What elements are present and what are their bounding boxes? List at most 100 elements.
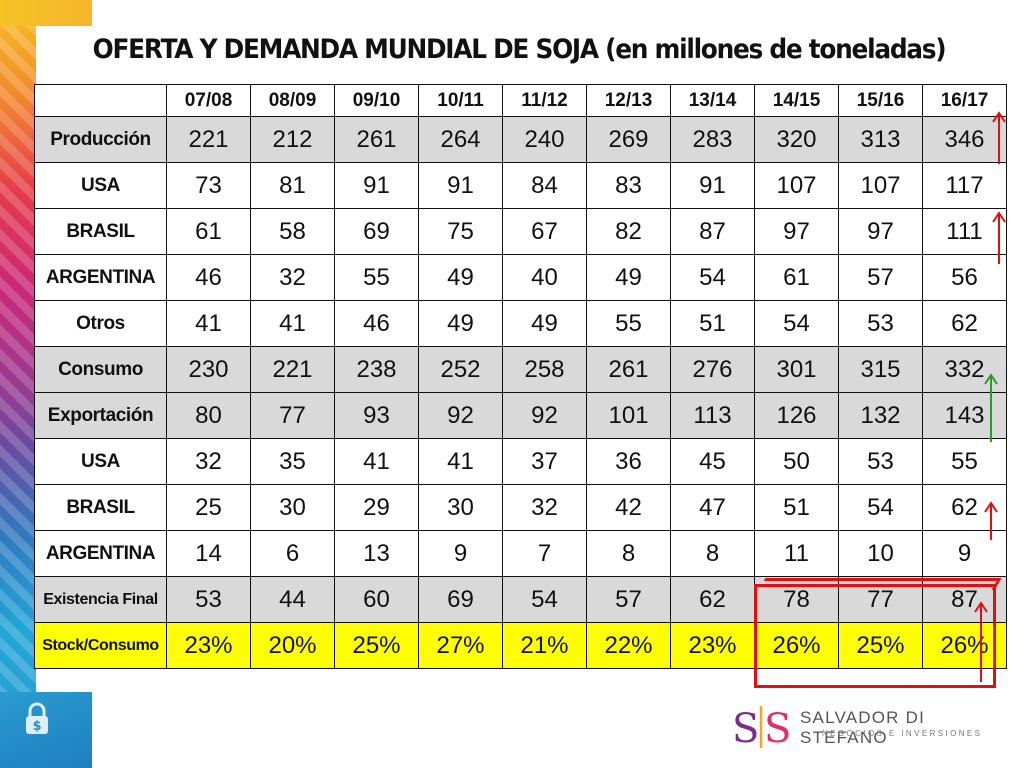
header-cell: 11/12 [502,84,587,117]
row-label: BRASIL [34,484,167,531]
table-row: Exportación 80 77 93 92 92 101 113 126 132 143 [34,392,1007,439]
table-cell: 315 [838,346,923,393]
table-row: Stock/Consumo 23% 20% 25% 27% 21% 22% 23% 26% 25%… [34,622,1007,669]
svg-text:S: S [764,706,791,752]
table-cell: 8 [586,530,671,577]
table-cell: 264 [418,116,503,163]
table-cell: 37 [502,438,587,485]
highlight-box [754,584,996,688]
table-row: Otros 41 41 46 49 49 55 51 54 53 62 [34,300,1007,347]
lock-dollar-icon: $ [26,702,48,734]
table-cell: 252 [418,346,503,393]
table-cell: 313 [838,116,923,163]
table-cell: 41 [418,438,503,485]
table-row: USA 73 81 91 91 84 83 91 107 107 117 [34,162,1007,209]
table-cell: 22% [586,622,671,669]
decorative-top-corner [0,0,92,26]
table-row: Consumo 230 221 238 252 258 261 276 301 315 332 [34,346,1007,393]
svg-text:$: $ [32,719,41,734]
up-arrow-icon [974,601,988,682]
table-cell: 54 [502,576,587,623]
table-cell: 30 [418,484,503,531]
header-cell: 08/09 [250,84,335,117]
header-cell: 09/10 [334,84,419,117]
table-cell: 36 [586,438,671,485]
table-cell: 49 [418,300,503,347]
table-cell: 126 [754,392,839,439]
table-cell: 69 [418,576,503,623]
table-cell: 212 [250,116,335,163]
table-cell: 14 [166,530,251,577]
row-label: USA [34,162,167,209]
table-cell: 61 [754,254,839,301]
table-cell: 221 [250,346,335,393]
table-cell: 83 [586,162,671,209]
header-cell: 12/13 [586,84,671,117]
up-arrow-icon [984,501,998,540]
table-cell: 57 [838,254,923,301]
table-cell: 61 [166,208,251,255]
row-label: USA [34,438,167,485]
table-cell: 20% [250,622,335,669]
row-label: Producción [34,116,167,163]
table-cell: 91 [670,162,755,209]
page-title: OFERTA Y DEMANDA MUNDIAL DE SOJA (en mil… [92,34,947,65]
table-cell: 6 [250,530,335,577]
table-cell: 87 [670,208,755,255]
table-cell: 111 [922,208,1007,255]
header-cell: 10/11 [418,84,503,117]
table-cell: 78 [754,576,839,623]
row-label: Consumo [34,346,167,393]
logo-name: SALVADOR DI STEFANO [800,708,925,747]
table-cell: 30 [250,484,335,531]
table-row: USA 32 35 41 41 37 36 45 50 53 55 [34,438,1007,485]
table-cell: 276 [670,346,755,393]
table-cell: 80 [166,392,251,439]
table-cell: 77 [250,392,335,439]
table-cell: 84 [502,162,587,209]
table-cell: 40 [502,254,587,301]
table-cell: 92 [502,392,587,439]
table-cell: 92 [418,392,503,439]
table-cell: 49 [586,254,671,301]
table-cell: 25% [334,622,419,669]
table-cell: 261 [334,116,419,163]
table-cell: 75 [418,208,503,255]
logo-mark-icon: S S [732,706,791,752]
brand-logo: S S SALVADOR DI STEFANO NEGOCIOS E INVER… [730,700,1002,760]
table-cell: 10 [838,530,923,577]
table-cell: 269 [586,116,671,163]
table-cell: 240 [502,116,587,163]
up-arrow-icon [992,111,1006,164]
decorative-side-band [0,0,36,768]
row-label: Otros [34,300,167,347]
table-cell: 8 [670,530,755,577]
table-cell: 25% [838,622,923,669]
table-cell: 51 [670,300,755,347]
table-cell: 41 [334,438,419,485]
table-cell: 101 [586,392,671,439]
table-cell: 27% [418,622,503,669]
table-row: BRASIL 61 58 69 75 67 82 87 97 97 111 [34,208,1007,255]
table-row: Existencia Final 53 44 60 69 54 57 62 78 77 87 [34,576,1007,623]
table-cell: 9 [418,530,503,577]
table-cell: 143 [922,392,1007,439]
table-cell: 46 [334,300,419,347]
table-cell: 73 [166,162,251,209]
table-cell: 60 [334,576,419,623]
header-cell: 15/16 [838,84,923,117]
table-row: ARGENTINA 46 32 55 49 40 49 54 61 57 56 [34,254,1007,301]
table-cell: 82 [586,208,671,255]
table-cell: 55 [334,254,419,301]
header-cell [34,84,167,117]
table-cell: 346 [922,116,1007,163]
table-cell: 53 [838,438,923,485]
table-cell: 54 [838,484,923,531]
table-cell: 11 [754,530,839,577]
table-cell: 117 [922,162,1007,209]
table-cell: 26% [922,622,1007,669]
up-arrow-icon [992,211,1006,264]
table-cell: 97 [838,208,923,255]
header-cell: 16/17 [922,84,1007,117]
table-cell: 7 [502,530,587,577]
